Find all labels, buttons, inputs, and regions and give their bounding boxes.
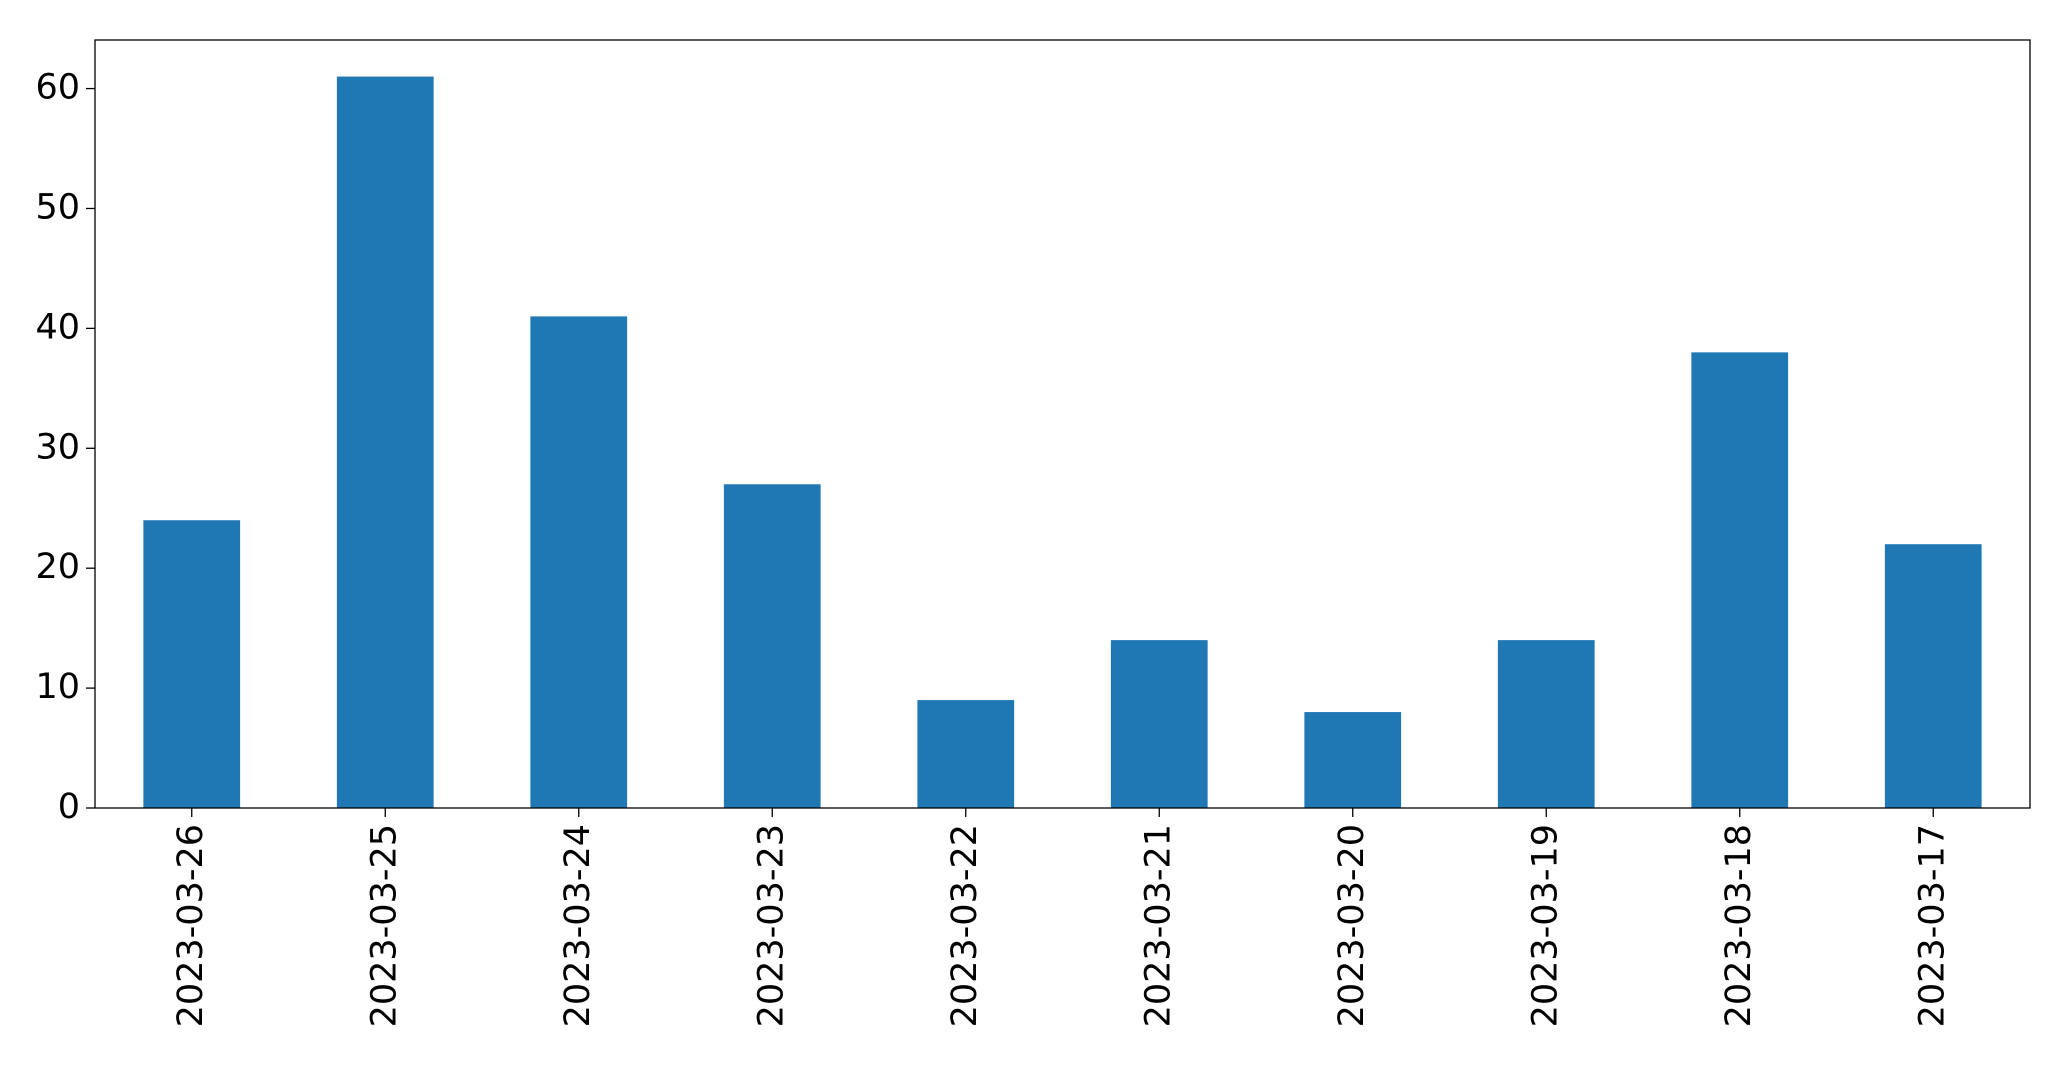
x-tick-label: 2023-03-26 <box>171 824 211 1027</box>
y-tick-label: 30 <box>35 427 80 467</box>
y-tick-label: 20 <box>35 547 80 587</box>
y-tick-label: 50 <box>35 187 80 227</box>
y-tick-label: 0 <box>58 787 80 827</box>
bar <box>1497 640 1595 808</box>
x-tick-label: 2023-03-21 <box>1138 824 1178 1027</box>
bar <box>723 484 821 808</box>
x-tick-label: 2023-03-23 <box>751 824 791 1027</box>
y-tick-label: 40 <box>35 307 80 347</box>
x-tick-label: 2023-03-17 <box>1912 824 1952 1027</box>
y-tick-label: 60 <box>35 68 80 108</box>
y-tick-label: 10 <box>35 667 80 707</box>
bar <box>336 76 434 809</box>
x-tick-label: 2023-03-22 <box>945 824 985 1027</box>
bar <box>143 520 241 808</box>
bar <box>530 316 628 808</box>
x-tick-label: 2023-03-24 <box>558 824 598 1027</box>
x-tick-label: 2023-03-19 <box>1525 824 1565 1027</box>
plot-frame <box>94 39 2031 809</box>
bar <box>1304 712 1402 808</box>
bar <box>1884 544 1982 808</box>
x-tick-label: 2023-03-25 <box>364 824 404 1027</box>
bar <box>1691 352 1789 808</box>
x-tick-label: 2023-03-20 <box>1332 824 1372 1027</box>
bar <box>1110 640 1208 808</box>
x-tick-label: 2023-03-18 <box>1719 824 1759 1027</box>
bar <box>917 700 1015 808</box>
